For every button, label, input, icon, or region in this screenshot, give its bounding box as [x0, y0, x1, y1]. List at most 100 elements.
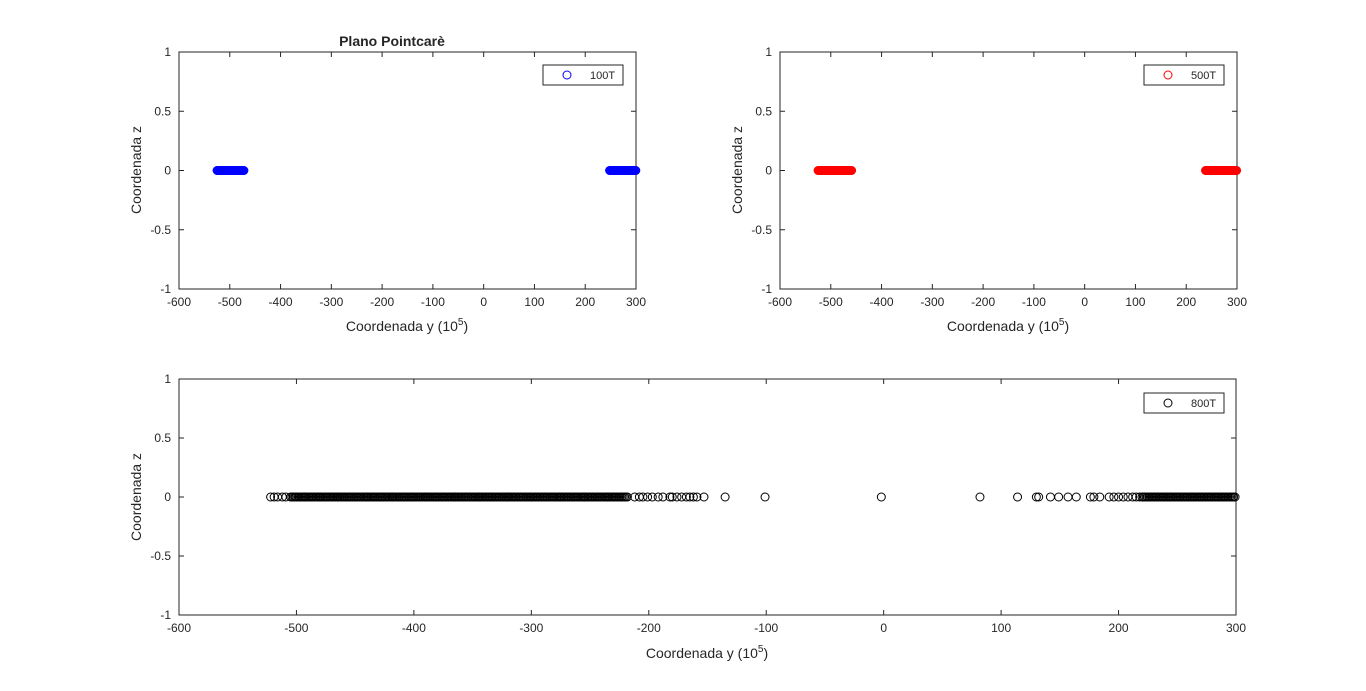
x-tick-label: -400 [269, 295, 293, 309]
x-tick-label: -300 [519, 621, 543, 635]
x-axis-label-text: Coordenada y (10 [346, 318, 458, 334]
x-tick-label: -500 [819, 295, 843, 309]
legend: 100T [542, 64, 624, 86]
legend-marker [1163, 70, 1173, 80]
data-point [603, 492, 613, 502]
subplot-100t: -600 -500 -400 -300 -200 -100 0 100 200 300 -1 -0.… [128, 33, 646, 334]
x-axis-label-end: ) [763, 645, 768, 661]
legend-box [1143, 392, 1225, 414]
legend-label: 100T [590, 70, 615, 82]
x-ticks: -600 -500 -400 -300 -200 -100 0 100 200 300 [167, 379, 1246, 635]
data-point [1118, 492, 1128, 502]
data-point [421, 492, 431, 502]
y-tick-label: -1 [761, 282, 772, 296]
y-tick-label: -1 [160, 608, 171, 622]
data-point [315, 492, 325, 502]
data-point [266, 492, 276, 502]
data-point [975, 492, 985, 502]
data-point [388, 492, 398, 502]
x-axis-label-end: ) [1064, 318, 1069, 334]
data-point [699, 492, 709, 502]
y-axis-label: Coordenada z [729, 126, 745, 214]
y-tick-label: 1 [765, 45, 772, 59]
data-point [1071, 492, 1081, 502]
x-tick-label: -100 [421, 295, 445, 309]
x-tick-label: 100 [524, 295, 544, 309]
y-tick-label: -0.5 [150, 549, 171, 563]
x-tick-label: 0 [880, 621, 887, 635]
data-marks [212, 166, 641, 175]
x-tick-label: -400 [402, 621, 426, 635]
data-point [1109, 492, 1119, 502]
data-point [622, 492, 632, 502]
x-tick-label: -200 [971, 295, 995, 309]
data-point [760, 492, 770, 502]
x-tick-label: -100 [754, 621, 778, 635]
plot-area [178, 51, 637, 290]
data-point [685, 492, 695, 502]
data-point [672, 492, 682, 502]
data-point [1131, 492, 1141, 502]
data-point [1128, 492, 1138, 502]
legend-label: 500T [1191, 70, 1216, 82]
data-point [1114, 492, 1124, 502]
data-point [658, 492, 668, 502]
subplot-800t: -600 -500 -400 -300 -200 -100 0 100 200 300 -1 -0.… [128, 372, 1246, 661]
x-ticks: -600 -500 -400 -300 -200 -100 0 100 200 300 [167, 52, 646, 309]
data-point [450, 492, 460, 502]
data-point [556, 492, 566, 502]
legend-marker [562, 70, 572, 80]
data-point [1135, 492, 1145, 502]
subplot-500t: -600 -500 -400 -300 -200 -100 0 100 200 300 -1 -0.… [729, 45, 1247, 334]
data-point [579, 492, 589, 502]
data-point [665, 492, 675, 502]
y-axis-label: Coordenada z [128, 126, 144, 214]
data-point [653, 492, 663, 502]
x-axis-label-exponent: 5 [458, 317, 464, 328]
x-axis-label: Coordenada y (105) [646, 644, 768, 661]
x-axis-label-text: Coordenada y (10 [947, 318, 1059, 334]
data-point [1232, 166, 1242, 175]
x-axis-label-exponent: 5 [1059, 317, 1065, 328]
x-tick-label: 0 [480, 295, 487, 309]
y-tick-label: 1 [164, 45, 171, 59]
x-tick-label: 0 [1081, 295, 1088, 309]
data-point [1085, 492, 1095, 502]
x-tick-label: 300 [626, 295, 646, 309]
data-point [526, 492, 536, 502]
data-point [1230, 492, 1240, 502]
plot-area [779, 51, 1238, 290]
x-tick-label: 300 [1227, 295, 1247, 309]
data-point [1089, 492, 1099, 502]
data-point [643, 492, 653, 502]
x-axis-label: Coordenada y (105) [947, 317, 1069, 334]
y-tick-label: 0 [765, 164, 772, 178]
y-tick-label: 0.5 [154, 431, 171, 445]
legend-box [542, 64, 624, 86]
y-tick-label: 0.5 [755, 104, 772, 118]
x-tick-label: -300 [920, 295, 944, 309]
data-point [876, 492, 886, 502]
x-tick-label: 200 [575, 295, 595, 309]
data-point [300, 492, 310, 502]
data-point [1013, 492, 1023, 502]
y-axis-label: Coordenada z [128, 453, 144, 541]
y-tick-label: -0.5 [150, 223, 171, 237]
data-point [333, 492, 343, 502]
x-tick-label: -200 [637, 621, 661, 635]
y-tick-label: 0 [164, 490, 171, 504]
x-axis-label-text: Coordenada y (10 [646, 645, 758, 661]
x-tick-label: -600 [768, 295, 792, 309]
chart-title: Plano Pointcarè [339, 33, 445, 49]
legend-label: 800T [1191, 398, 1216, 410]
data-point [503, 492, 513, 502]
data-point [681, 492, 691, 502]
data-point [239, 166, 249, 175]
x-tick-label: -600 [167, 295, 191, 309]
x-tick-label: -100 [1022, 295, 1046, 309]
x-tick-label: 200 [1176, 295, 1196, 309]
data-point [847, 166, 857, 175]
data-point [1054, 492, 1064, 502]
y-tick-label: 0 [164, 164, 171, 178]
